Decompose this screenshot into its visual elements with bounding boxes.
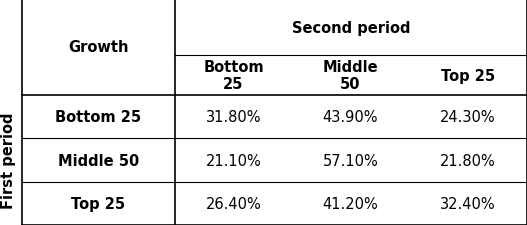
Text: Bottom
25: Bottom 25 — [203, 60, 264, 91]
Text: Bottom 25: Bottom 25 — [55, 110, 142, 125]
Text: 32.40%: 32.40% — [440, 196, 496, 211]
Text: 43.90%: 43.90% — [323, 110, 378, 125]
Text: Growth: Growth — [69, 40, 129, 55]
Text: 31.80%: 31.80% — [206, 110, 261, 125]
Text: 41.20%: 41.20% — [323, 196, 378, 211]
Text: Second period: Second period — [292, 20, 410, 35]
Text: Top 25: Top 25 — [441, 68, 495, 83]
Text: 21.10%: 21.10% — [206, 153, 261, 168]
Text: First period: First period — [2, 112, 16, 208]
Text: Middle 50: Middle 50 — [58, 153, 139, 168]
Text: Top 25: Top 25 — [72, 196, 125, 211]
Text: Middle
50: Middle 50 — [323, 60, 378, 91]
Text: 57.10%: 57.10% — [323, 153, 378, 168]
Text: 21.80%: 21.80% — [440, 153, 496, 168]
Text: 26.40%: 26.40% — [206, 196, 261, 211]
Text: 24.30%: 24.30% — [440, 110, 496, 125]
